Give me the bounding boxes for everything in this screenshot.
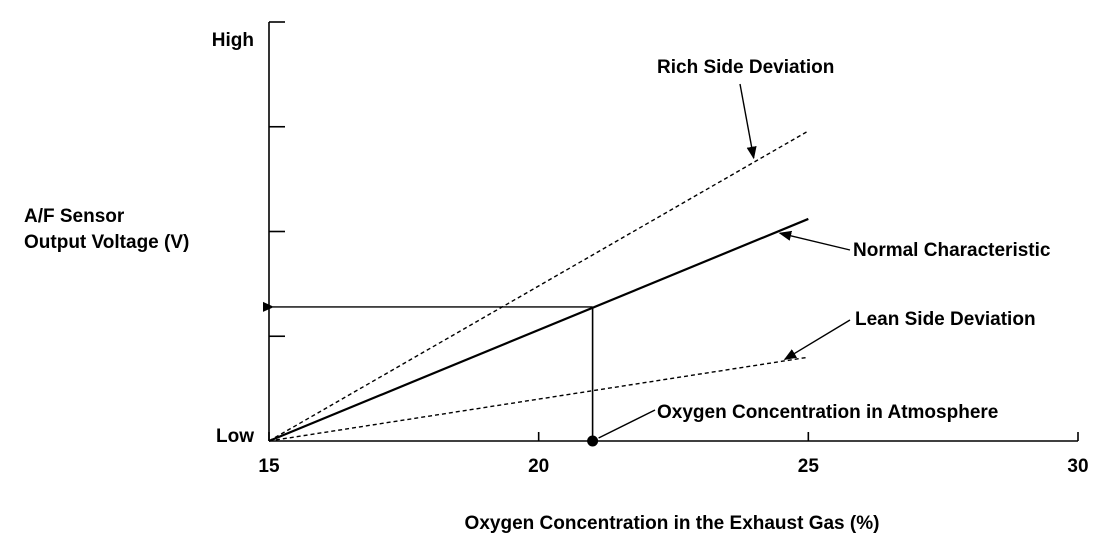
series-line-1 bbox=[268, 217, 809, 443]
x-tick-label-25: 25 bbox=[798, 456, 820, 477]
annotation-label-3: Oxygen Concentration in Atmosphere bbox=[657, 402, 998, 423]
x-axis-label: Oxygen Concentration in the Exhaust Gas … bbox=[465, 513, 880, 534]
atmosphere-point bbox=[587, 435, 599, 447]
y-axis-label-line-1: A/F Sensor bbox=[24, 206, 125, 227]
annotation-label-2: Lean Side Deviation bbox=[855, 309, 1036, 330]
y-tick-label-high: High bbox=[212, 30, 254, 51]
series-line-2 bbox=[268, 356, 809, 442]
annotations: Rich Side Deviation Normal Characteristic… bbox=[598, 57, 1051, 439]
y-ticks bbox=[269, 21, 285, 338]
annotation-label-1: Normal Characteristic bbox=[853, 240, 1051, 261]
annotation-leader-0 bbox=[739, 83, 757, 160]
annotation-leader-3 bbox=[598, 409, 656, 439]
x-ticks: 15 20 25 30 bbox=[258, 432, 1089, 477]
reference-guides bbox=[262, 301, 599, 447]
x-tick-label-15: 15 bbox=[258, 456, 280, 477]
series-line-0 bbox=[268, 130, 809, 442]
series-lines bbox=[268, 130, 809, 443]
y-axis-label-line-2: Output Voltage (V) bbox=[24, 232, 189, 253]
annotation-leader-2 bbox=[783, 319, 851, 360]
x-tick-label-20: 20 bbox=[528, 456, 549, 477]
annotation-leader-1 bbox=[778, 230, 851, 251]
x-tick-label-30: 30 bbox=[1067, 456, 1088, 477]
annotation-label-0: Rich Side Deviation bbox=[657, 57, 834, 78]
y-tick-label-low: Low bbox=[216, 426, 254, 447]
